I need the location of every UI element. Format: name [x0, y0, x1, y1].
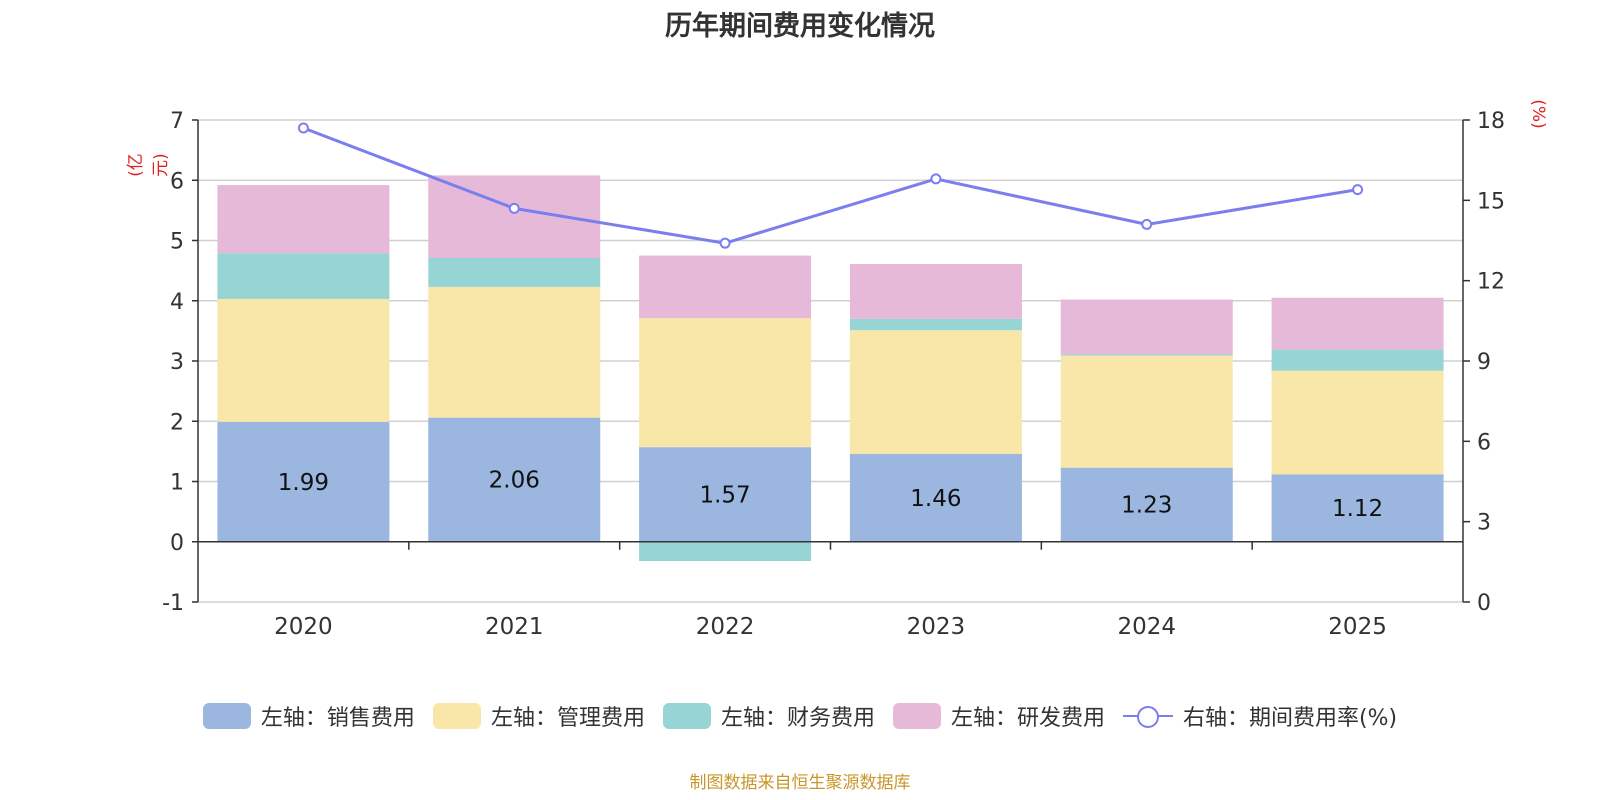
bar-0-2020	[217, 421, 390, 542]
left-tick-label: 2	[170, 410, 184, 435]
bar-0-2025	[1271, 474, 1444, 542]
bar-2-2024	[1060, 354, 1233, 356]
bar-1-2021	[428, 286, 601, 418]
x-tick-label: 2020	[274, 614, 333, 640]
data-labels: 1.99 2.06 1.57 1.46 1.23 1.12	[278, 468, 1383, 522]
bar-value-label: 1.23	[1121, 493, 1172, 519]
right-tick-label: 3	[1477, 511, 1491, 536]
left-tick-label: -1	[162, 591, 184, 616]
bar-1-2023	[849, 330, 1022, 454]
bar-value-label: 1.12	[1332, 496, 1383, 522]
rate-point-2020	[297, 122, 309, 134]
bar-3-2022	[639, 255, 812, 319]
x-tick-label: 2025	[1328, 614, 1387, 640]
bar-value-label: 2.06	[489, 468, 540, 494]
bar-2-2022	[639, 541, 812, 562]
x-tick-label: 2021	[485, 614, 544, 640]
bar-2-2023	[849, 318, 1022, 331]
right-tick-label: 0	[1477, 591, 1491, 616]
bar-value-label: 1.99	[278, 470, 329, 496]
bar-value-label: 1.57	[699, 482, 750, 508]
legend-swatch-sales	[202, 703, 251, 729]
rate-line	[302, 126, 1358, 245]
right-tick-label: 12	[1477, 270, 1505, 295]
x-tick-label: 2023	[907, 614, 966, 640]
chart-title: 历年期间费用变化情况	[665, 11, 935, 42]
bar-0-2024	[1060, 467, 1233, 542]
bar-1-2024	[1060, 355, 1233, 468]
legend-item-sales[interactable]: 左轴：销售费用	[202, 700, 415, 732]
rate-point-2024	[1141, 218, 1153, 230]
bar-3-2025	[1271, 297, 1444, 350]
legend-label-finance: 左轴：财务费用	[720, 706, 875, 731]
x-tick-label: 2022	[696, 614, 755, 640]
left-tick-label: 6	[170, 169, 184, 194]
bar-3-2020	[217, 185, 390, 254]
right-tick-label: 15	[1477, 189, 1505, 214]
legend-label-rate: 右轴：期间费用率(%)	[1182, 706, 1398, 731]
legend-item-finance[interactable]: 左轴：财务费用	[662, 700, 875, 732]
left-tick-label: 4	[170, 290, 184, 315]
rate-point-2021	[508, 202, 520, 214]
bar-0-2022	[639, 447, 812, 542]
left-tick-label: 5	[170, 230, 184, 255]
legend-line-rate-icon	[1122, 703, 1173, 729]
bar-3-2024	[1060, 299, 1233, 355]
legend-label-sales: 左轴：销售费用	[260, 706, 415, 731]
legend-item-admin[interactable]: 左轴：管理费用	[432, 700, 645, 732]
bar-1-2022	[639, 318, 812, 448]
legend-item-rd[interactable]: 左轴：研发费用	[892, 700, 1105, 732]
bar-3-2023	[849, 263, 1022, 319]
left-tick-label: 7	[170, 109, 184, 134]
rate-point-2022	[719, 237, 731, 249]
legend-swatch-rd	[892, 703, 941, 729]
bar-2-2021	[428, 257, 601, 287]
bar-0-2021	[428, 417, 601, 542]
rate-point-2025	[1352, 184, 1364, 196]
bar-series	[217, 175, 1444, 562]
right-tick-label: 18	[1477, 109, 1505, 134]
bar-3-2021	[428, 175, 601, 258]
right-tick-label: 9	[1477, 350, 1491, 375]
legend-swatch-finance	[662, 703, 711, 729]
bar-0-2023	[849, 453, 1022, 542]
legend-swatch-admin	[432, 703, 481, 729]
left-tick-label: 0	[170, 531, 184, 556]
bar-2-2025	[1271, 349, 1444, 371]
bar-1-2020	[217, 298, 390, 422]
right-tick-label: 6	[1477, 430, 1491, 455]
legend-label-admin: 左轴：管理费用	[490, 706, 645, 731]
legend: 左轴：销售费用 左轴：管理费用 左轴：财务费用 左轴：研发费用 右轴：期间费用率…	[0, 700, 1600, 732]
source-note: 制图数据来自恒生聚源数据库	[689, 773, 911, 793]
left-tick-label: 3	[170, 350, 184, 375]
left-tick-label: 1	[170, 471, 184, 496]
x-tick-label: 2024	[1117, 614, 1176, 640]
legend-label-rd: 左轴：研发费用	[950, 706, 1105, 731]
bar-2-2020	[217, 253, 390, 299]
rate-point-2023	[930, 173, 942, 185]
bar-value-label: 1.46	[910, 486, 961, 512]
bar-1-2025	[1271, 370, 1444, 475]
line-series	[297, 122, 1364, 249]
legend-item-rate[interactable]: 右轴：期间费用率(%)	[1122, 700, 1398, 732]
